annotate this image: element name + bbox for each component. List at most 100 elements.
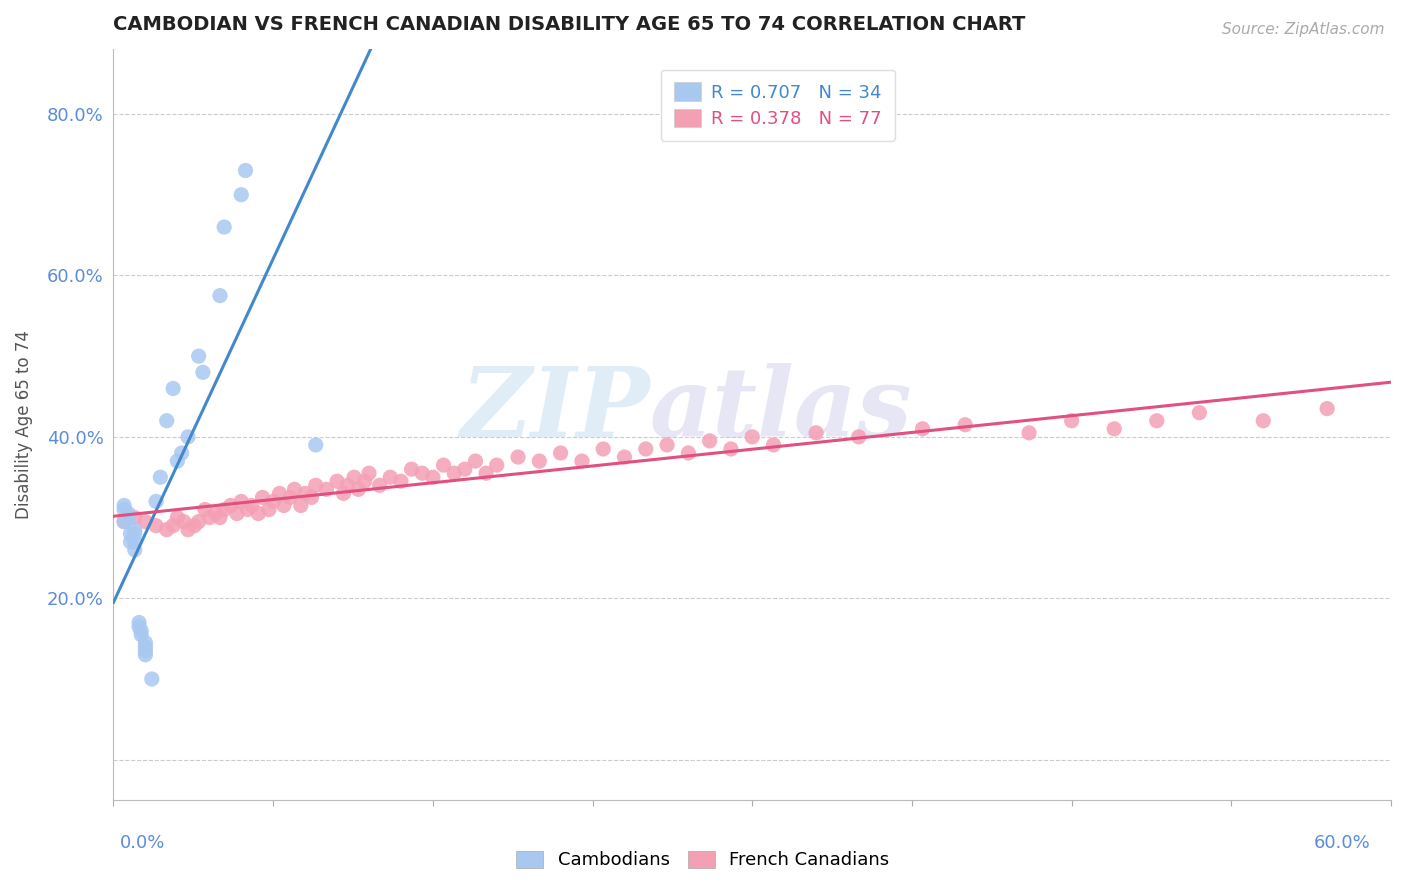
Point [332,486,354,500]
Point [194,502,217,516]
Point [454,462,477,476]
Point [762,438,785,452]
Point [529,454,551,468]
Point [112,515,135,529]
Point [129,627,152,641]
Point [231,494,253,508]
Point [550,446,572,460]
Point [129,624,152,638]
Point [953,417,976,432]
Point [1060,414,1083,428]
Point [741,430,763,444]
Point [156,523,179,537]
Point [212,220,235,235]
Point [124,523,146,537]
Point [120,534,142,549]
Point [173,515,195,529]
Point [380,470,402,484]
Point [347,483,370,497]
Point [208,288,231,302]
Point [134,648,156,662]
Point [294,486,316,500]
Point [389,475,412,489]
Point [134,640,156,654]
Point [134,644,156,658]
Point [613,450,636,464]
Point [273,499,295,513]
Point [124,534,146,549]
Point [911,422,934,436]
Point [219,499,242,513]
Point [208,510,231,524]
Point [1102,422,1125,436]
Point [1316,401,1339,416]
Point [145,518,167,533]
Point [187,349,209,363]
Point [357,466,380,480]
Point [141,672,163,686]
Point [432,458,454,472]
Point [368,478,391,492]
Point [170,446,193,460]
Point [315,483,337,497]
Point [240,499,263,513]
Point [475,466,498,480]
Point [145,494,167,508]
Point [134,515,156,529]
Point [212,502,235,516]
Point [247,507,270,521]
Point [326,475,349,489]
Point [283,483,305,497]
Point [177,430,200,444]
Point [128,619,150,633]
Point [443,466,465,480]
Point [252,491,274,505]
Point [187,515,209,529]
Text: Source: ZipAtlas.com: Source: ZipAtlas.com [1222,22,1385,37]
Text: ZIP: ZIP [460,363,650,457]
Y-axis label: Disability Age 65 to 74: Disability Age 65 to 74 [15,330,32,519]
Point [848,430,870,444]
Point [336,478,359,492]
Text: CAMBODIAN VS FRENCH CANADIAN DISABILITY AGE 65 TO 74 CORRELATION CHART: CAMBODIAN VS FRENCH CANADIAN DISABILITY … [114,15,1026,34]
Point [634,442,657,456]
Point [464,454,486,468]
Point [112,502,135,516]
Point [411,466,433,480]
Point [124,526,146,541]
Point [655,438,678,452]
Point [301,491,323,505]
Point [156,414,179,428]
Point [134,636,156,650]
Point [235,163,257,178]
Point [198,510,221,524]
Point [166,454,188,468]
Point [804,425,827,440]
Point [305,478,328,492]
Text: 0.0%: 0.0% [120,834,165,852]
Point [149,470,172,484]
Point [278,491,301,505]
Point [343,470,366,484]
Point [226,507,249,521]
Legend: R = 0.707   N = 34, R = 0.378   N = 77: R = 0.707 N = 34, R = 0.378 N = 77 [661,70,894,141]
Point [162,518,184,533]
Point [720,442,742,456]
Point [290,499,312,513]
Point [120,526,142,541]
Point [162,381,184,395]
Point [262,494,284,508]
Point [506,450,529,464]
Point [678,446,700,460]
Point [1146,414,1168,428]
Point [191,365,214,379]
Point [124,510,146,524]
Point [117,507,139,521]
Point [112,499,135,513]
Point [166,510,188,524]
Point [305,438,328,452]
Point [124,542,146,557]
Point [128,615,150,630]
Point [117,510,139,524]
Point [112,515,135,529]
